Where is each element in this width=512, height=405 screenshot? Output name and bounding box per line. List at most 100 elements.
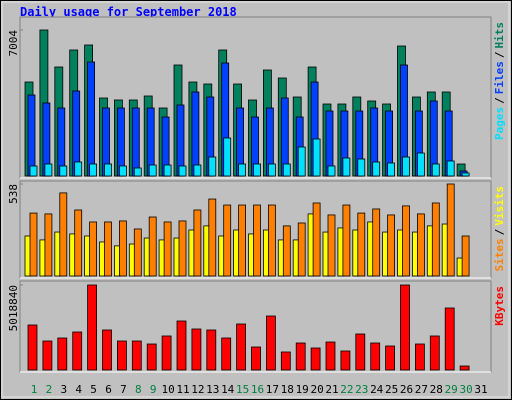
bar bbox=[42, 340, 53, 371]
x-tick-label: 20 bbox=[310, 383, 323, 396]
bar bbox=[206, 329, 217, 371]
bar bbox=[163, 164, 172, 177]
bar bbox=[340, 350, 351, 371]
bar bbox=[59, 192, 68, 277]
bar bbox=[327, 214, 336, 277]
bar bbox=[193, 209, 202, 277]
bar bbox=[429, 335, 440, 371]
x-tick-label: 19 bbox=[296, 383, 309, 396]
x-tick-label: 26 bbox=[400, 383, 413, 396]
x-tick-label: 5 bbox=[90, 383, 97, 396]
bar bbox=[325, 341, 336, 371]
bar bbox=[251, 346, 261, 371]
x-tick-label: 14 bbox=[221, 383, 235, 396]
bar bbox=[89, 221, 97, 277]
bar bbox=[119, 165, 127, 177]
bar bbox=[102, 329, 112, 371]
bar bbox=[57, 337, 68, 371]
bar bbox=[104, 163, 112, 177]
bar bbox=[117, 340, 127, 371]
bar bbox=[295, 342, 306, 371]
bar bbox=[461, 172, 470, 177]
bar bbox=[87, 61, 95, 177]
bar bbox=[74, 161, 83, 177]
bar bbox=[133, 167, 142, 177]
x-tick-label: 28 bbox=[430, 383, 443, 396]
bar bbox=[238, 163, 247, 177]
bar bbox=[163, 221, 172, 277]
bar bbox=[297, 146, 306, 177]
x-tick-label: 31 bbox=[474, 383, 487, 396]
bar bbox=[297, 222, 306, 277]
bar bbox=[44, 163, 53, 177]
x-tick-label: 17 bbox=[266, 383, 279, 396]
bar bbox=[133, 228, 142, 277]
bar bbox=[146, 343, 157, 371]
legend-entry: Hits bbox=[493, 22, 506, 49]
legend-entry: KBytes bbox=[493, 286, 506, 326]
bar bbox=[459, 365, 470, 371]
x-tick-label: 21 bbox=[325, 383, 338, 396]
bar bbox=[461, 235, 470, 277]
legend-separator: / bbox=[493, 51, 506, 58]
bar bbox=[74, 209, 83, 277]
bar bbox=[131, 340, 142, 371]
bar bbox=[208, 156, 217, 177]
bar bbox=[267, 204, 276, 277]
y-tick-label: 7004 bbox=[7, 30, 20, 57]
bar bbox=[310, 347, 321, 371]
x-tick-label: 25 bbox=[385, 383, 398, 396]
x-tick-label: 10 bbox=[161, 383, 174, 396]
bar bbox=[176, 104, 185, 177]
x-tick-label: 9 bbox=[150, 383, 157, 396]
bar bbox=[178, 165, 187, 177]
bar bbox=[29, 212, 38, 277]
y-tick-label: 5018840 bbox=[7, 285, 20, 331]
bar bbox=[267, 163, 276, 177]
bar bbox=[446, 160, 455, 177]
bar bbox=[191, 91, 200, 177]
bar bbox=[59, 165, 68, 177]
bar bbox=[193, 164, 202, 177]
bar bbox=[402, 205, 410, 277]
bar bbox=[178, 220, 187, 277]
legend: Pages / Files / Hits bbox=[493, 22, 506, 140]
bar bbox=[176, 320, 187, 371]
bar bbox=[357, 212, 366, 277]
x-tick-label: 12 bbox=[191, 383, 204, 396]
x-tick-label: 23 bbox=[355, 383, 368, 396]
x-tick-label: 27 bbox=[415, 383, 428, 396]
y-tick-label: 538 bbox=[7, 184, 20, 204]
bar bbox=[431, 163, 440, 177]
legend-separator: / bbox=[493, 97, 506, 104]
x-tick-label: 11 bbox=[176, 383, 189, 396]
bar bbox=[89, 163, 97, 177]
bar bbox=[372, 208, 381, 277]
bar bbox=[72, 331, 83, 371]
bar bbox=[191, 328, 202, 371]
bar bbox=[238, 204, 247, 277]
x-tick-label: 1 bbox=[31, 383, 38, 396]
bar bbox=[416, 213, 425, 277]
x-tick-label: 7 bbox=[120, 383, 127, 396]
bar bbox=[223, 137, 232, 177]
legend-entry: Pages bbox=[493, 107, 506, 140]
bar bbox=[402, 156, 410, 177]
chart-title: Daily usage for September 2018 bbox=[20, 5, 237, 19]
x-tick-label: 16 bbox=[251, 383, 264, 396]
x-tick-label: 6 bbox=[105, 383, 112, 396]
x-tick-label: 18 bbox=[281, 383, 294, 396]
bar bbox=[372, 161, 381, 177]
bar bbox=[312, 202, 321, 277]
legend-separator: / bbox=[493, 228, 506, 235]
x-tick-label: 24 bbox=[370, 383, 384, 396]
legend-entry: Sites bbox=[493, 238, 506, 271]
bar bbox=[280, 351, 291, 371]
frame-bevel bbox=[1, 1, 510, 398]
bar bbox=[342, 204, 351, 277]
bar bbox=[161, 335, 172, 371]
bar bbox=[44, 213, 53, 277]
bar bbox=[357, 158, 366, 177]
bar bbox=[148, 216, 157, 277]
x-tick-label: 2 bbox=[46, 383, 53, 396]
